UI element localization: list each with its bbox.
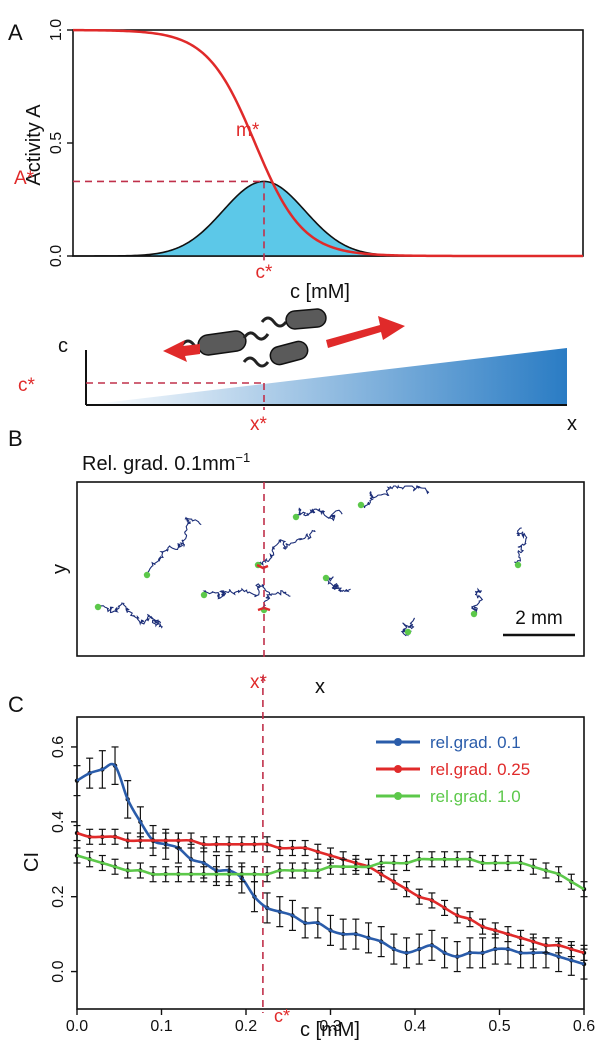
scalebar-label: 2 mm — [515, 608, 563, 629]
inset-xlabel: x — [567, 413, 577, 435]
trajectory — [145, 516, 202, 576]
panel-c-ytick-label: 0.6 — [50, 736, 67, 758]
trajectory — [201, 583, 272, 600]
trajectory — [360, 484, 430, 509]
panel-c-plot: 0.0 0.1 0.2 0.3 0.4 0.5 0.6 0.0 0.2 0.4 0.6 — [50, 676, 595, 1035]
panel-b-frame — [76, 481, 585, 657]
bacterium-icon — [260, 308, 327, 330]
panel-c-xtick-label: 0.6 — [573, 1018, 595, 1035]
legend-marker-1 — [394, 765, 402, 773]
legend-marker-0 — [394, 738, 402, 746]
panel-b-xlabel: x — [315, 676, 325, 698]
panel-a-ytick-label: 1.0 — [48, 19, 65, 41]
bacterium-icon — [242, 340, 309, 368]
start-marker — [292, 513, 300, 521]
arrow-right-icon — [326, 316, 405, 348]
panel-a-frame — [72, 29, 584, 257]
legend-label-2: rel.grad. 1.0 — [430, 787, 521, 806]
panel-c-xtick-label: 0.1 — [150, 1018, 172, 1035]
trajectories — [94, 484, 528, 637]
trajectory — [471, 587, 484, 615]
panel-label-b: B — [8, 426, 23, 451]
panel-c-c-star-label: c* — [274, 1006, 290, 1026]
start-marker — [470, 610, 478, 618]
start-marker — [514, 561, 522, 569]
inset-c-star-label: c* — [18, 375, 36, 396]
trajectory — [294, 507, 343, 522]
panel-b-x-star-label: x* — [250, 672, 268, 693]
concentration-gradient — [86, 348, 567, 405]
panel-c-xlabel: c [mM] — [300, 1019, 360, 1040]
legend-marker-2 — [394, 792, 402, 800]
panel-c-xtick-label: 0.0 — [66, 1018, 88, 1035]
panel-c-xtick-label: 0.4 — [404, 1018, 426, 1035]
panel-c-ylabel: CI — [21, 852, 43, 872]
panel-c-ytick-label: 0.2 — [50, 885, 67, 907]
trajectory — [514, 527, 528, 566]
a-star-label: A* — [14, 168, 35, 189]
panel-c-ytick-label: 0.0 — [50, 960, 67, 982]
start-marker — [357, 501, 365, 509]
start-marker — [200, 591, 208, 599]
panel-a-ylabel: Activity A — [23, 104, 45, 186]
start-marker — [94, 603, 102, 611]
panel-c-ytick-label: 0.4 — [50, 811, 67, 833]
legend: rel.grad. 0.1 rel.grad. 0.25 rel.grad. 1… — [376, 733, 530, 806]
series-line-1 — [76, 831, 585, 955]
panel-b-ylabel: y — [49, 564, 71, 574]
legend-label-1: rel.grad. 0.25 — [430, 760, 530, 779]
start-marker — [404, 628, 412, 636]
arrow-left-icon — [163, 340, 200, 362]
inset-x-star-label: x* — [250, 414, 268, 435]
series-line-2 — [76, 854, 585, 891]
panel-label-a: A — [8, 20, 23, 45]
c-star-label-a: c* — [256, 262, 274, 283]
panel-a-ytick-label: 0.5 — [48, 132, 65, 154]
panel-a-ytick-label: 0.0 — [48, 245, 65, 267]
panel-c-xtick-label: 0.3 — [319, 1018, 341, 1035]
start-marker — [143, 571, 151, 579]
panel-a-xlabel: c [mM] — [290, 281, 350, 303]
series-line-0 — [76, 762, 585, 966]
legend-label-0: rel.grad. 0.1 — [430, 733, 521, 752]
gradient-inset — [85, 308, 567, 410]
panel-b-title: Rel. grad. 0.1mm−1 — [82, 450, 250, 475]
trajectory — [257, 529, 316, 566]
panel-c-xtick-label: 0.5 — [488, 1018, 510, 1035]
panel-a-plot: 0.0 0.5 1.0 — [48, 19, 584, 267]
trajectory — [325, 576, 351, 593]
panel-c-xtick-label: 0.2 — [235, 1018, 257, 1035]
panel-label-c: C — [8, 692, 24, 717]
trajectory — [97, 602, 163, 629]
m-star-label: m* — [236, 120, 260, 141]
inset-ylabel: c — [58, 335, 68, 357]
trajectory — [262, 590, 291, 611]
start-marker — [322, 574, 330, 582]
crossing-segment — [256, 563, 269, 570]
activity-curve — [72, 28, 583, 258]
